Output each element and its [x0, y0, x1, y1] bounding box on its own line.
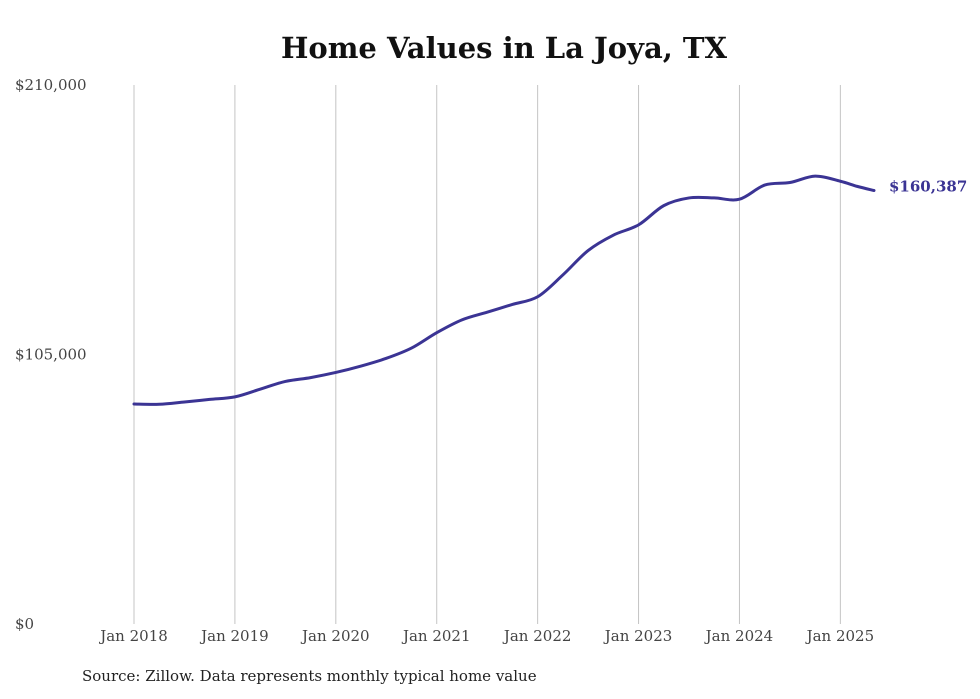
- series-layer: [132, 174, 876, 406]
- y-tick-label-2: $210,000: [15, 76, 87, 94]
- y-axis-ticks: $0 $105,000 $210,000: [15, 76, 87, 633]
- x-tick-label-5: Jan 2023: [603, 627, 673, 645]
- source-note: Source: Zillow. Data represents monthly …: [82, 667, 537, 685]
- end-value-label: $160,387: [889, 178, 967, 196]
- x-tick-label-3: Jan 2021: [401, 627, 471, 645]
- x-tick-label-0: Jan 2018: [98, 627, 168, 645]
- y-tick-label-0: $0: [15, 615, 34, 633]
- x-axis-ticks: Jan 2018 Jan 2019 Jan 2020 Jan 2021 Jan 2022…: [98, 627, 874, 645]
- x-tick-label-7: Jan 2025: [805, 627, 875, 645]
- chart-title: Home Values in La Joya, TX: [281, 31, 728, 65]
- y-tick-label-1: $105,000: [15, 346, 87, 364]
- x-tick-label-6: Jan 2024: [704, 627, 774, 645]
- x-tick-label-4: Jan 2022: [502, 627, 572, 645]
- gridlines: [133, 85, 841, 624]
- x-tick-label-1: Jan 2019: [199, 627, 269, 645]
- series-line: [132, 174, 876, 406]
- x-tick-label-2: Jan 2020: [300, 627, 370, 645]
